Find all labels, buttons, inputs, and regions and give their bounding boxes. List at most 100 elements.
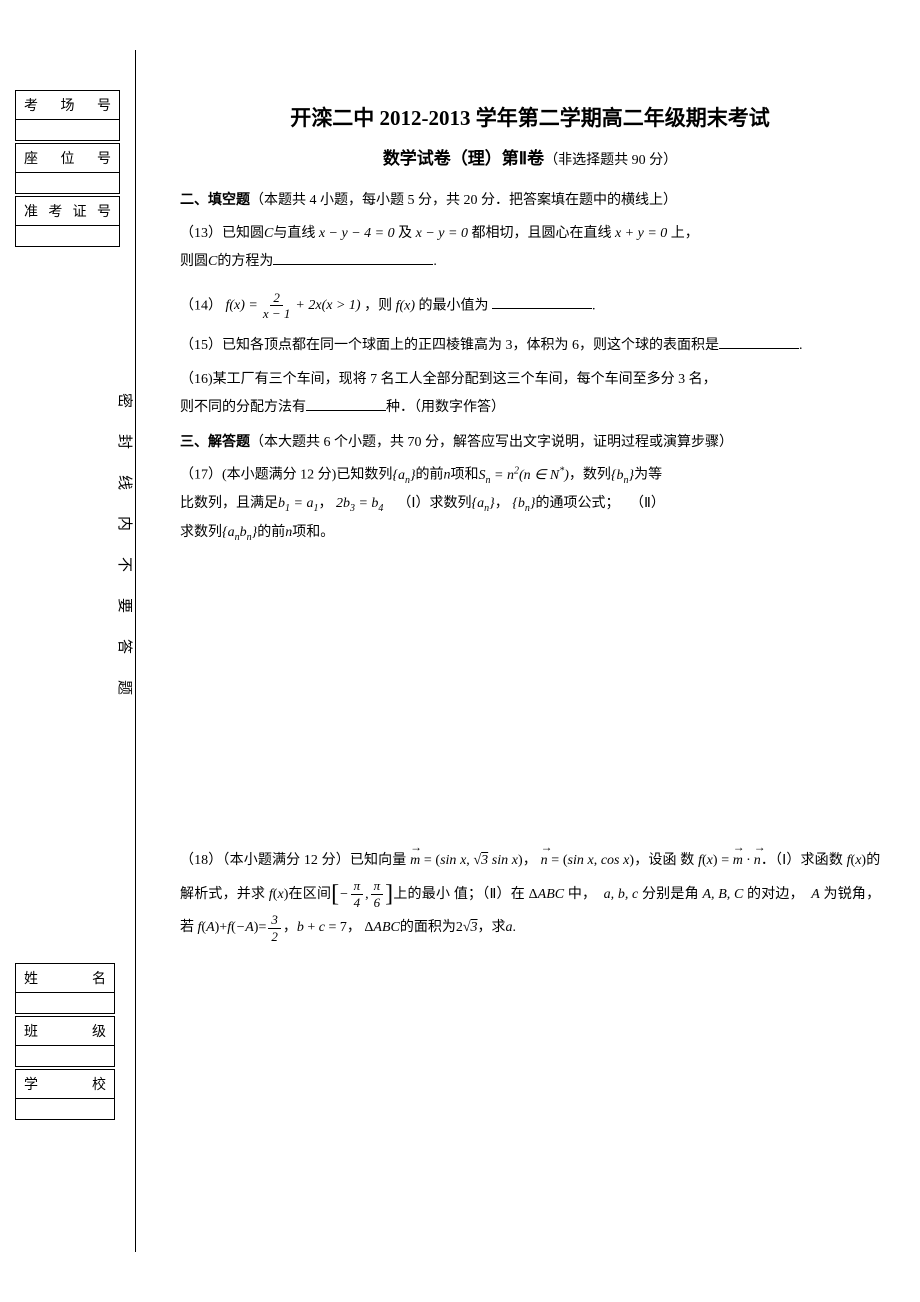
- q18-f32d: 2: [268, 929, 281, 945]
- q17-paren: (n ∈ N*): [519, 468, 569, 483]
- q18-p1c: 在区间: [288, 887, 331, 902]
- q18-line4c: ，: [347, 920, 361, 935]
- q18-line4b: ，: [283, 920, 297, 935]
- question-18: （18）（本小题满分 12 分）已知向量 m = (sin x, √3 sin …: [180, 844, 880, 945]
- q17-line2a: 比数列，且满足: [180, 496, 278, 511]
- q14-suffix: 的最小值为: [419, 298, 489, 313]
- exam-room-box: 考场号: [15, 90, 120, 141]
- q16-line2a: 则不同的分配方法有: [180, 400, 306, 415]
- q18-line4d: 的面积为: [400, 920, 456, 935]
- admission-label: 准考证号: [16, 197, 119, 226]
- q17-part1: （Ⅰ）求数列: [397, 496, 471, 511]
- exam-room-value[interactable]: [16, 120, 119, 140]
- q17-anbn: {anbn}: [222, 525, 257, 540]
- q18-pi6n: π: [371, 878, 384, 895]
- admission-value[interactable]: [16, 226, 119, 246]
- name-value[interactable]: [16, 993, 114, 1013]
- q17-mid4: 为等: [634, 468, 662, 483]
- vertical-divider: [135, 50, 136, 1252]
- exam-room-label: 考场号: [16, 91, 119, 120]
- section-3-title: 三、解答题: [180, 435, 250, 450]
- q17-eq1: b1 = a1: [278, 496, 318, 511]
- q18-line4f: .: [513, 920, 517, 935]
- q18-f32n: 3: [268, 912, 281, 929]
- q17-an2: {an}: [472, 496, 495, 511]
- q18-suffix1: ，设函: [634, 853, 677, 868]
- section-2-note: （本题共 4 小题，每小题 5 分，共 20 分．把答案填在题中的横线上）: [250, 193, 677, 208]
- q18-fx: f(x) = m · n: [698, 853, 761, 868]
- q15-period: .: [799, 338, 803, 353]
- vert-char-7: 密: [115, 393, 136, 408]
- bottom-info-boxes: 姓 名 班 级 学 校: [15, 963, 115, 1122]
- q18-fx2: f(x): [847, 853, 866, 868]
- question-17: （17）(本小题满分 12 分)已知数列{an}的前n项和Sn = n2(n ∈…: [180, 461, 880, 548]
- q18-line3c: 分别是角: [642, 887, 699, 902]
- q14-den: x − 1: [260, 306, 294, 322]
- class-label: 班 级: [16, 1017, 114, 1046]
- q18-n: n = (sin x, cos x): [541, 853, 634, 868]
- q17-part1b: 的通项公式；: [535, 496, 619, 511]
- q17-comma2: ，: [495, 496, 509, 511]
- q13-c2: C: [208, 254, 217, 269]
- q18-pi4d: 4: [351, 895, 364, 911]
- vert-char-0: 题: [115, 680, 136, 695]
- q18-A: A: [811, 887, 820, 902]
- admission-box: 准考证号: [15, 196, 120, 247]
- main-title: 开滦二中 2012-2013 学年第二学期高二年级期末考试: [180, 100, 880, 138]
- q13-mid4: 上，: [671, 226, 699, 241]
- q14-blank[interactable]: [492, 295, 592, 309]
- q18-area: 2√3: [456, 920, 478, 935]
- q17-n: n: [444, 468, 451, 483]
- q17-comma1: ，: [318, 496, 332, 511]
- q14-prefix: （14）: [180, 298, 222, 313]
- q18-pi6d: 6: [371, 895, 384, 911]
- top-info-boxes: 考场号 座位号 准考证号: [15, 90, 120, 247]
- q14-fx: f(x): [396, 298, 415, 313]
- q18-interval: [−π4,π6]: [331, 878, 393, 912]
- school-value[interactable]: [16, 1099, 114, 1119]
- subtitle-text: 数学试卷（理）第Ⅱ卷: [383, 149, 544, 168]
- q17-mid1: 的前: [416, 468, 444, 483]
- q17-eq2: 2b3 = b4: [336, 496, 383, 511]
- q14-plus: + 2x: [295, 292, 321, 320]
- q16-line2b: 种．（用数字作答）: [386, 400, 505, 415]
- section-3-note: （本大题共 6 个小题，共 70 分，解答应写出文字说明，证明过程或演算步骤）: [250, 435, 733, 450]
- q17-mid3: ，数列: [569, 468, 611, 483]
- q17-sn: Sn = n2: [479, 468, 519, 483]
- q18-comma1: ，: [523, 853, 537, 868]
- vert-char-1: 答: [115, 639, 136, 654]
- q18-ABC: A, B, C: [702, 887, 743, 902]
- q15-blank[interactable]: [719, 335, 799, 349]
- q18-intc: ,: [365, 878, 369, 912]
- school-box: 学 校: [15, 1069, 115, 1120]
- main-content: 开滦二中 2012-2013 学年第二学期高二年级期末考试 数学试卷（理）第Ⅱ卷…: [130, 0, 920, 1302]
- q17-bn2: {bn}: [512, 496, 535, 511]
- q18-fx3: f(x): [269, 887, 288, 902]
- vert-char-6: 封: [115, 434, 136, 449]
- q13-mid1: 与直线: [273, 226, 315, 241]
- question-14: （14） f(x) = 2 x − 1 + 2x(x > 1) ，则 f(x) …: [180, 290, 880, 322]
- class-value[interactable]: [16, 1046, 114, 1066]
- subtitle-note: （非选择题共 90 分）: [544, 153, 677, 168]
- subtitle: 数学试卷（理）第Ⅱ卷（非选择题共 90 分）: [180, 144, 880, 175]
- question-15: （15）已知各顶点都在同一个球面上的正四棱锥高为 3，体积为 6，则这个球的表面…: [180, 332, 880, 360]
- name-label: 姓 名: [16, 964, 114, 993]
- q14-frac: 2 x − 1: [260, 290, 294, 322]
- q17-prefix: （17）(本小题满分 12 分)已知数列: [180, 468, 392, 483]
- q18-m: m = (sin x, √3 sin x): [410, 853, 523, 868]
- q13-eq1: x − y − 4 = 0: [319, 226, 395, 241]
- class-box: 班 级: [15, 1016, 115, 1067]
- q18-tri: ΔABC: [529, 887, 564, 902]
- q16-blank[interactable]: [306, 397, 386, 411]
- seat-value[interactable]: [16, 173, 119, 193]
- q18-line2a: 数: [680, 853, 694, 868]
- section-2-header: 二、填空题（本题共 4 小题，每小题 5 分，共 20 分．把答案填在题中的横线…: [180, 188, 880, 213]
- q13-blank[interactable]: [273, 251, 433, 265]
- q15-text: （15）已知各顶点都在同一个球面上的正四棱锥高为 3，体积为 6，则这个球的表面…: [180, 338, 719, 353]
- q18-bc7: b + c = 7: [297, 920, 347, 935]
- name-box: 姓 名: [15, 963, 115, 1014]
- vert-char-3: 不: [115, 557, 136, 572]
- answer-space-17: [180, 554, 880, 834]
- q18-line3d: 的对边，: [747, 887, 804, 902]
- q18-prefix: （18）（本小题满分 12 分）已知向量: [180, 853, 406, 868]
